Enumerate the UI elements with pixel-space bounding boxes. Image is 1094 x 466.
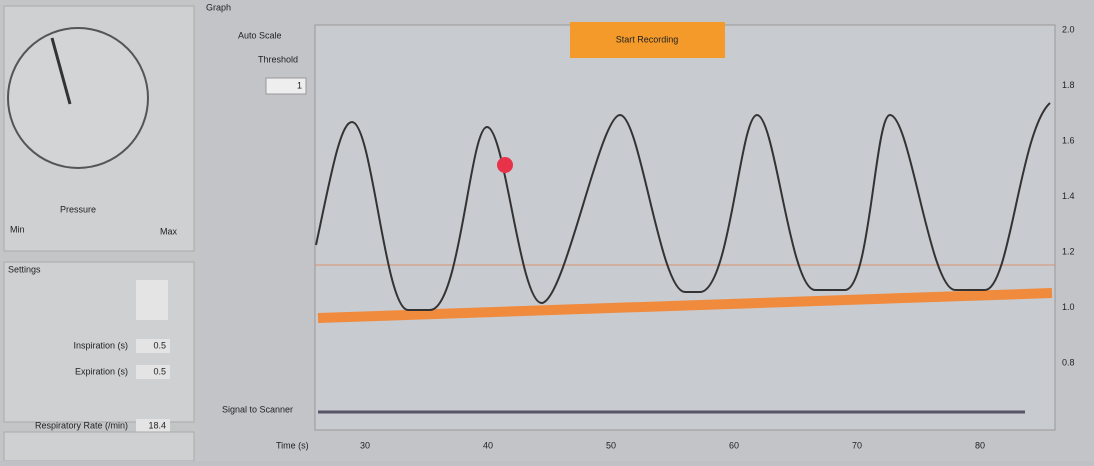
field-value: 0.5 [153,340,166,350]
y-tick-label: 1.0 [1062,302,1075,312]
field-label: Expiration (s) [75,366,128,376]
field-label: Respiratory Rate (/min) [35,420,128,430]
x-tick-label: 80 [975,440,985,450]
x-tick-label: 60 [729,440,739,450]
y-tick-label: 1.8 [1062,80,1075,90]
gauge-max: Max [160,226,178,236]
signal-label: Signal to Scanner [222,404,293,414]
graph-title: Graph [206,2,231,12]
bottom-panel [3,431,195,462]
gauge-dial [7,27,149,169]
y-tick-label: 1.6 [1062,135,1075,145]
settings-title: Settings [8,264,41,274]
threshold-input[interactable] [265,77,307,95]
threshold-value: 1 [297,80,302,90]
threshold-label: Threshold [258,54,298,64]
gauge-label: Pressure [60,204,96,214]
y-tick-label: 1.2 [1062,246,1075,256]
y-tick-label: 2.0 [1062,24,1075,34]
field-label: Inspiration (s) [73,340,128,350]
gauge-min: Min [10,224,25,234]
waveform [315,102,1051,311]
x-tick-label: 70 [852,440,862,450]
x-tick-label: 50 [606,440,616,450]
field-box [136,365,170,379]
field-box [136,419,170,433]
field-box [136,339,170,353]
gauge-needle [50,37,72,105]
plot-area [314,24,1056,431]
x-tick-label: 40 [483,440,493,450]
settings-box [136,280,168,320]
x-axis-label: Time (s) [276,440,309,450]
y-tick-label: 1.4 [1062,191,1075,201]
y-tick-label: 0.8 [1062,357,1075,367]
field-value: 18.4 [148,420,166,430]
field-value: 0.5 [153,366,166,376]
cursor-dot [497,157,513,173]
x-tick-label: 30 [360,440,370,450]
record-button-label: Start Recording [616,34,679,44]
baseline-band [317,288,1053,323]
auto-scale-label: Auto Scale [238,30,282,40]
record-button[interactable] [570,22,725,58]
